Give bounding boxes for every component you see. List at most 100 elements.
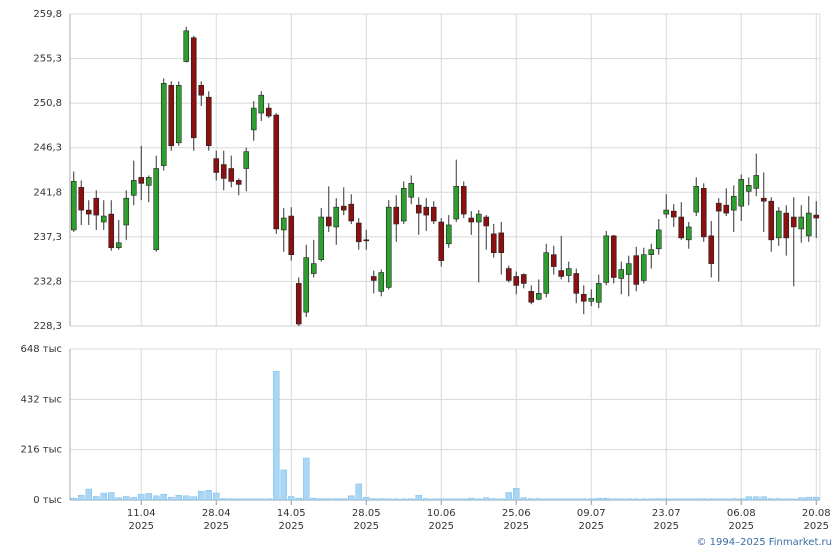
candle-body — [528, 291, 535, 303]
y-tick-label: 241,8 — [33, 187, 62, 198]
candle-body — [505, 268, 512, 281]
volume-bar — [318, 498, 325, 501]
candle-body — [340, 205, 347, 211]
volume-bar — [78, 495, 85, 501]
volume-bar — [205, 489, 212, 501]
volume-bar — [580, 498, 587, 501]
candle-body — [768, 200, 775, 241]
candle-body — [678, 216, 685, 239]
x-tick-label: 23.07 — [652, 508, 681, 519]
volume-bar — [93, 496, 100, 501]
volume-bar — [595, 497, 602, 501]
volume-bar — [753, 496, 760, 501]
candle-body — [243, 151, 250, 169]
candle-body — [220, 164, 227, 179]
volume-bar — [475, 498, 482, 501]
volume-bar — [175, 495, 182, 501]
volume-bar — [70, 497, 77, 501]
candle-body — [730, 195, 737, 211]
volume-bar — [528, 498, 535, 501]
candle-body — [175, 85, 182, 144]
volume-bar — [603, 497, 610, 501]
y-tick-label: 255,3 — [33, 54, 62, 65]
candle-body — [708, 235, 715, 264]
volume-bar — [588, 498, 595, 501]
volume-bar — [235, 498, 242, 501]
volume-bar — [115, 497, 122, 501]
candle-body — [250, 107, 257, 131]
candle-body — [693, 186, 700, 213]
candle-body — [400, 188, 407, 222]
candle-body — [760, 197, 767, 202]
candle-body — [700, 188, 707, 238]
volume-bar — [610, 498, 617, 501]
candle-body — [738, 179, 745, 207]
volume-bar — [618, 498, 625, 501]
candle-body — [430, 206, 437, 222]
volume-bar — [213, 492, 220, 501]
candle-body — [460, 186, 467, 215]
candle-body — [445, 224, 452, 245]
candle-body — [745, 185, 752, 192]
y-tick-label: 228,3 — [33, 321, 62, 332]
candle-body — [213, 158, 220, 173]
volume-bar — [130, 496, 137, 501]
candle-body — [520, 274, 527, 284]
volume-bar — [573, 498, 580, 501]
candle-body — [663, 209, 670, 215]
candle-body — [640, 254, 647, 281]
candle-body — [790, 216, 797, 228]
volume-bar — [220, 498, 227, 501]
volume-bar — [190, 496, 197, 501]
volume-bar — [385, 498, 392, 501]
volume-bar — [265, 498, 272, 501]
x-tick-label: 25.06 — [502, 508, 531, 519]
y-tick-label: 232,8 — [33, 276, 62, 287]
volume-bar — [805, 496, 812, 501]
volume-bar — [108, 492, 115, 501]
volume-bar — [468, 497, 475, 501]
volume-bar — [288, 496, 295, 501]
candle-body — [550, 254, 557, 267]
volume-bar — [333, 498, 340, 501]
candle-body — [655, 229, 662, 250]
volume-bar — [363, 496, 370, 501]
x-tick-label: 2025 — [654, 521, 679, 532]
volume-bar — [138, 493, 145, 501]
candle-body — [348, 203, 355, 222]
candle-body — [715, 202, 722, 212]
candle-body — [190, 37, 197, 139]
candle-body — [295, 283, 302, 325]
candle-body — [603, 235, 610, 283]
volume-bar — [153, 495, 160, 501]
y-tick-label: 216 тыс — [21, 445, 62, 456]
volume-bar — [430, 498, 437, 501]
candle-body — [588, 297, 595, 302]
candle-body — [475, 213, 482, 223]
candle-body — [535, 293, 542, 300]
candle-body — [205, 96, 212, 147]
candle-body — [558, 270, 565, 277]
candle-body — [798, 216, 805, 230]
candle-body — [595, 283, 602, 303]
volume-bar — [513, 488, 520, 501]
volume-bar — [670, 498, 677, 501]
y-tick-label: 250,8 — [33, 98, 62, 109]
volume-bar — [415, 495, 422, 501]
candle-body — [130, 180, 137, 196]
volume-bar — [565, 498, 572, 501]
y-tick-label: 0 тыс — [33, 495, 62, 506]
candle-body — [168, 85, 175, 147]
volume-bar — [310, 497, 317, 501]
volume-bar — [438, 498, 445, 501]
candle-body — [648, 249, 655, 255]
volume-bar — [655, 498, 662, 501]
volume-bar — [160, 493, 167, 501]
x-tick-label: 2025 — [804, 521, 829, 532]
candle-body — [633, 255, 640, 285]
candle-body — [93, 197, 100, 216]
volume-bar — [498, 498, 505, 501]
volume-bar — [408, 498, 415, 501]
volume-bar — [775, 498, 782, 501]
